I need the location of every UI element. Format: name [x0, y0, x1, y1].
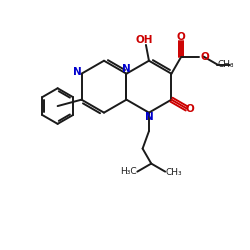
Text: N: N — [144, 112, 153, 122]
Text: N: N — [73, 68, 82, 78]
Text: CH₃: CH₃ — [218, 60, 234, 69]
Text: OH: OH — [136, 36, 154, 46]
Text: O: O — [200, 52, 209, 62]
Text: H₃C: H₃C — [120, 167, 137, 176]
Text: N: N — [122, 64, 131, 74]
Text: O: O — [186, 104, 194, 114]
Text: O: O — [177, 32, 186, 42]
Text: CH₃: CH₃ — [166, 168, 182, 176]
